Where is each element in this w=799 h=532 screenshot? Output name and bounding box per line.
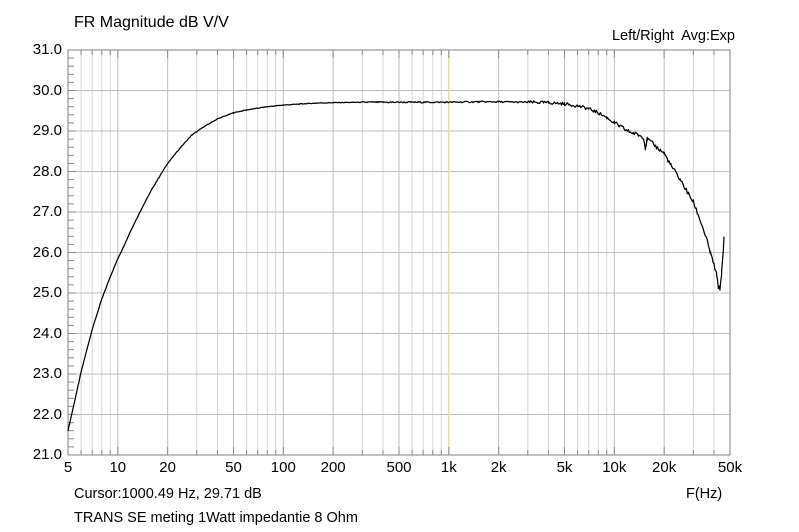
x-tick-label: 500 (386, 459, 412, 476)
plot-border (67, 49, 731, 456)
y-tick-label: 21.0 (32, 446, 62, 463)
y-tick-label: 28.0 (32, 162, 62, 180)
y-tick-label: 31.0 (32, 41, 62, 58)
chart-title: FR Magnitude dB V/V (74, 14, 229, 31)
y-tick-label: 25.0 (32, 284, 62, 301)
x-tick-label: 2k (490, 459, 507, 476)
x-tick-label: 1k (440, 459, 457, 476)
y-tick-label: 26.0 (32, 243, 62, 261)
x-tick-label: 5 (63, 459, 73, 476)
x-tick-label: 50k (717, 459, 743, 476)
x-tick-label: 20k (652, 459, 677, 476)
y-tick-label: 30.0 (32, 81, 62, 99)
y-tick-label: 29.0 (32, 122, 62, 139)
y-tick-label: 23.0 (32, 365, 62, 382)
channel-mode-legend: Left/Right Avg:Exp (611, 28, 735, 44)
x-tick-label: 5k (556, 459, 573, 476)
x-tick-label: 50 (225, 459, 242, 476)
y-tick-label: 24.0 (32, 324, 62, 342)
x-tick-label: 200 (320, 459, 346, 476)
x-tick-label: 100 (270, 459, 296, 476)
response-trace (67, 100, 725, 432)
measurement-comment: TRANS SE meting 1Watt impedantie 8 Ohm (74, 510, 358, 526)
cursor-readout: Cursor:1000.49 Hz, 29.71 dB (74, 486, 262, 502)
x-tick-label: 20 (159, 459, 176, 476)
y-tick-label: 27.0 (32, 203, 62, 220)
x-tick-label: 10k (602, 459, 627, 476)
x-tick-label: 10 (109, 459, 127, 476)
x-axis-unit-label: F(Hz) (686, 486, 723, 502)
y-tick-label: 22.0 (32, 405, 62, 423)
